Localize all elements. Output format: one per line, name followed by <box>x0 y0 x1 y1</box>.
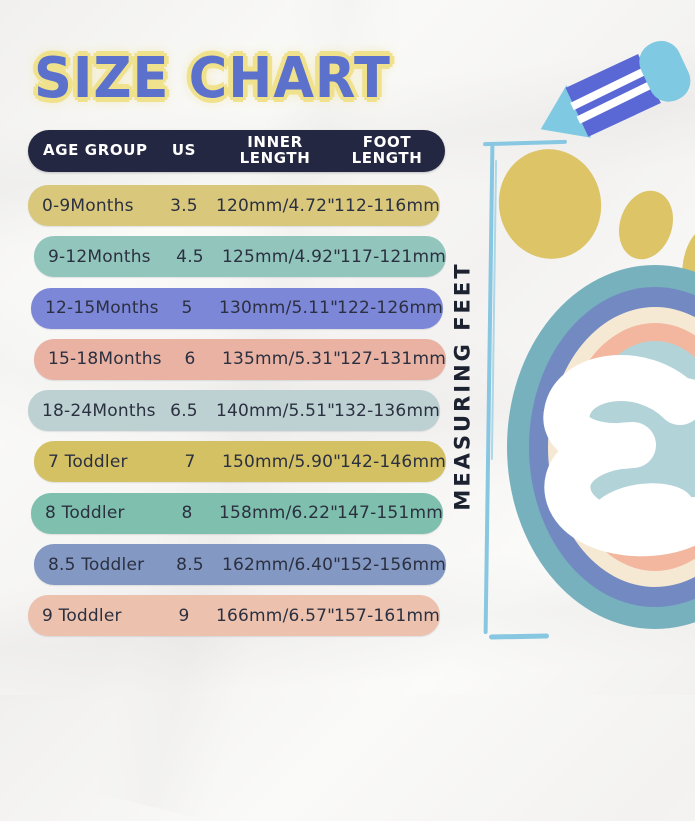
inner-length-cell: 140mm/5.51" <box>216 400 336 421</box>
foot-illustration <box>498 149 695 629</box>
toe-shape <box>619 190 673 260</box>
age-group-cell: 8 Toddler <box>45 503 125 524</box>
inner-length-cell: 162mm/6.40" <box>222 554 342 575</box>
size-chart-table: AGE GROUP US INNER LENGTH FOOT LENGTH 0-… <box>28 130 448 647</box>
inner-length-cell: 166mm/6.57" <box>216 605 336 626</box>
table-row: 12-15Months 5 130mm/5.11" 122-126mm <box>31 287 443 329</box>
header-age-group: AGE GROUP <box>43 141 148 160</box>
table-row: 18-24Months 6.5 140mm/5.51" 132-136mm <box>28 390 440 432</box>
us-size-cell: 8 <box>181 503 193 524</box>
inner-length-cell: 120mm/4.72" <box>216 195 336 216</box>
header-foot-length: FOOT LENGTH <box>351 133 423 167</box>
us-size-cell: 6.5 <box>170 400 198 421</box>
age-group-cell: 15-18Months <box>48 349 162 370</box>
foot-length-cell: 147-151mm <box>337 503 443 524</box>
foot-length-cell: 142-146mm <box>340 451 446 472</box>
table-row: 7 Toddler 7 150mm/5.90" 142-146mm <box>34 441 446 483</box>
foot-arch-squiggle <box>658 378 695 418</box>
age-group-cell: 9 Toddler <box>42 605 122 626</box>
header-us-size: US <box>171 141 197 160</box>
foot-length-cell: 127-131mm <box>340 349 446 370</box>
foot-length-cell: 132-136mm <box>334 400 440 421</box>
table-row: 9 Toddler 9 166mm/6.57" 157-161mm <box>28 595 440 637</box>
inner-length-cell: 150mm/5.90" <box>222 451 342 472</box>
us-size-cell: 7 <box>184 451 196 472</box>
foot-length-cell: 157-161mm <box>334 605 440 626</box>
inner-length-cell: 125mm/4.92" <box>222 246 342 267</box>
us-size-cell: 4.5 <box>176 246 204 267</box>
table-row: 8.5 Toddler 8.5 162mm/6.40" 152-156mm <box>34 544 446 586</box>
inner-length-cell: 135mm/5.31" <box>222 349 342 370</box>
foot-length-cell: 112-116mm <box>334 195 440 216</box>
us-size-cell: 8.5 <box>176 554 204 575</box>
foot-length-cell: 152-156mm <box>340 554 446 575</box>
age-group-cell: 12-15Months <box>45 298 159 319</box>
table-row: 15-18Months 6 135mm/5.31" 127-131mm <box>34 338 446 380</box>
size-table-rows: 0-9Months 3.5 120mm/4.72" 112-116mm 9-12Mont… <box>28 185 448 637</box>
inner-length-cell: 158mm/6.22" <box>219 503 339 524</box>
foot-arch-squiggle <box>590 483 694 537</box>
age-group-cell: 8.5 Toddler <box>48 554 145 575</box>
us-size-cell: 6 <box>184 349 196 370</box>
foot-length-cell: 117-121mm <box>340 246 446 267</box>
table-header-row: AGE GROUP US INNER LENGTH FOOT LENGTH <box>28 130 445 172</box>
page-title: SIZE CHART <box>34 46 391 111</box>
inner-length-cell: 130mm/5.11" <box>219 298 339 319</box>
us-size-cell: 9 <box>178 605 190 626</box>
pencil-icon <box>540 40 691 138</box>
age-group-cell: 9-12Months <box>48 246 151 267</box>
table-row: 8 Toddler 8 158mm/6.22" 147-151mm <box>31 492 443 534</box>
age-group-cell: 0-9Months <box>42 195 134 216</box>
big-toe-shape <box>498 149 602 259</box>
header-inner-length: INNER LENGTH <box>239 133 311 167</box>
foot-length-cell: 122-126mm <box>337 298 443 319</box>
age-group-cell: 7 Toddler <box>48 451 128 472</box>
table-row: 9-12Months 4.5 125mm/4.92" 117-121mm <box>34 236 446 278</box>
us-size-cell: 5 <box>181 298 193 319</box>
age-group-cell: 18-24Months <box>42 400 156 421</box>
table-row: 0-9Months 3.5 120mm/4.72" 112-116mm <box>28 185 440 226</box>
us-size-cell: 3.5 <box>170 195 198 216</box>
